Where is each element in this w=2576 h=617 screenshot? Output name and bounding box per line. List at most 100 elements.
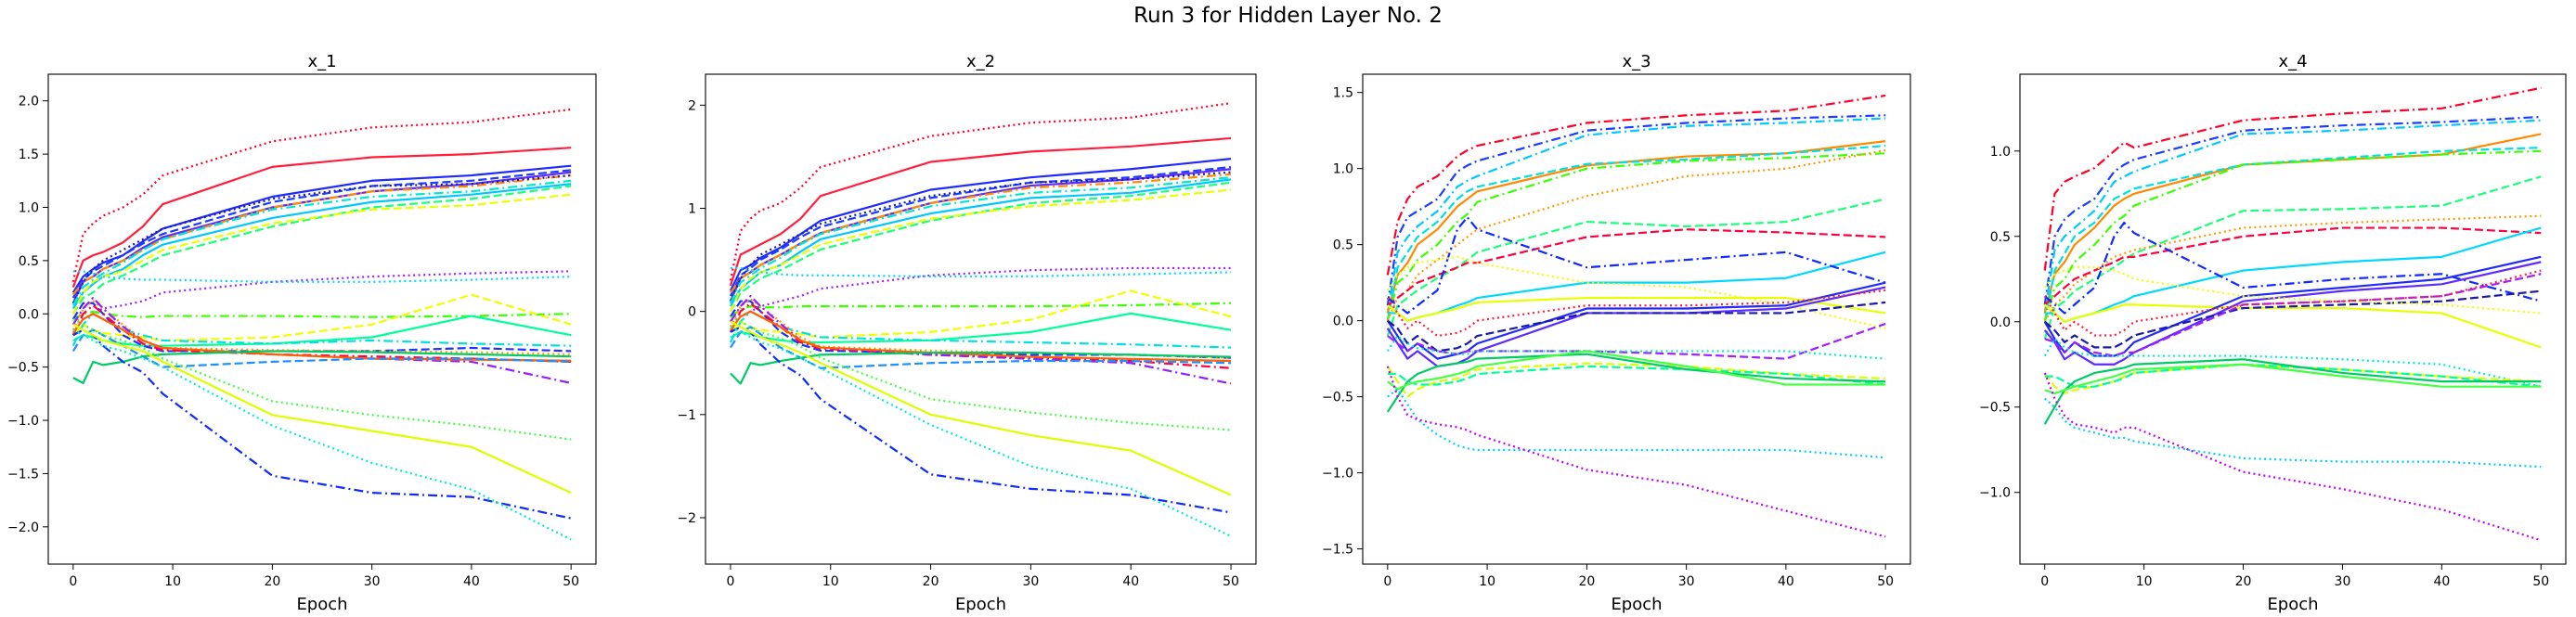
series-line-14: [730, 302, 1232, 318]
series-line-6: [2043, 149, 2542, 323]
x-tick-label: 20: [923, 574, 939, 589]
series-line-7: [729, 171, 1232, 302]
series-line-14: [2043, 261, 2542, 366]
plot-frame: [47, 73, 597, 565]
series-line-10: [71, 185, 572, 315]
x-tick-label: 0: [1383, 574, 1392, 589]
x-axis-label: Epoch: [955, 595, 1006, 614]
y-tick-label: −0.5: [1979, 401, 2011, 416]
x-tick-label: 10: [2136, 574, 2153, 589]
series-line-24: [72, 350, 572, 384]
series-line-11: [729, 188, 1232, 313]
x-tick-label: 50: [563, 574, 579, 589]
series-line-21: [1387, 365, 1886, 386]
series-line-9: [2044, 226, 2542, 306]
series-line-2: [729, 136, 1232, 287]
series-group: [1386, 94, 1886, 538]
x-tick-label: 40: [1778, 574, 1794, 589]
chart-title: x_4: [2278, 52, 2307, 71]
y-tick-label: 0.0: [19, 307, 39, 322]
series-line-22: [1386, 353, 1886, 413]
series-line-6: [71, 174, 572, 296]
y-tick-label: −1.5: [1322, 543, 1353, 558]
series-line-4: [1386, 140, 1886, 314]
y-tick-label: −2.0: [7, 521, 39, 535]
x-tick-label: 50: [1223, 574, 1239, 589]
plot-frame: [705, 73, 1257, 565]
y-tick-label: 0.5: [1333, 238, 1353, 253]
y-tick-label: 2: [688, 98, 696, 113]
series-line-26: [72, 323, 572, 495]
y-tick-label: 1.0: [1990, 145, 2011, 160]
y-tick-label: 1.0: [1333, 162, 1353, 177]
series-line-24: [2044, 397, 2542, 469]
x-tick-label: 50: [1877, 574, 1894, 589]
y-tick-label: 0.0: [1333, 315, 1353, 329]
series-line-14: [72, 310, 572, 320]
series-line-8: [2043, 214, 2542, 323]
series-line-13: [730, 266, 1232, 277]
series-line-7: [2043, 175, 2542, 340]
series-line-17: [71, 313, 572, 347]
series-line-7: [1386, 148, 1886, 322]
series-line-1: [729, 102, 1232, 281]
chart-title: x_1: [307, 52, 336, 71]
x-tick-label: 20: [1578, 574, 1595, 589]
x-tick-label: 10: [822, 574, 839, 589]
x-tick-label: 10: [164, 574, 181, 589]
series-line-17: [2043, 265, 2542, 315]
series-line-15: [72, 293, 572, 342]
series-line-16: [2044, 273, 2542, 357]
y-tick-label: 0.5: [19, 254, 39, 269]
x-tick-label: 50: [2532, 574, 2549, 589]
series-line-20: [729, 302, 1232, 369]
x-axis-label: Epoch: [296, 595, 347, 614]
series-line-25: [2043, 372, 2542, 542]
series-line-19: [2043, 338, 2542, 388]
series-line-19: [71, 300, 572, 355]
series-line-12: [2044, 303, 2542, 349]
series-group: [2043, 86, 2542, 542]
plot-frame: [2019, 73, 2567, 565]
y-tick-label: 0.0: [1990, 315, 2011, 330]
x-tick-label: 30: [2335, 574, 2351, 589]
series-line-13: [72, 270, 572, 283]
series-line-5: [1386, 144, 1886, 321]
x-tick-label: 0: [69, 574, 77, 589]
y-tick-label: −0.5: [7, 361, 39, 376]
series-line-26: [730, 320, 1232, 496]
series-line-7: [71, 174, 572, 304]
x-tick-label: 40: [2433, 574, 2450, 589]
x-tick-label: 40: [463, 574, 480, 589]
series-line-11: [2044, 221, 2542, 315]
x-tick-label: 0: [2040, 574, 2049, 589]
series-line-15: [2044, 289, 2542, 349]
series-line-15: [730, 289, 1232, 339]
series-line-28: [72, 328, 572, 541]
series-line-1: [1386, 94, 1886, 276]
y-tick-label: 0.5: [1990, 230, 2011, 245]
series-line-20: [1386, 362, 1886, 398]
chart-panel-4: 0 10 20 30 40 50 −1.0 −0.5 0.0 0.5 1.0 x_4 Epoch: [1979, 52, 2567, 614]
x-tick-label: 10: [1479, 574, 1495, 589]
series-line-14: [1386, 281, 1886, 360]
series-line-6: [730, 173, 1232, 294]
y-tick-label: 1: [688, 202, 696, 217]
series-line-10: [729, 181, 1232, 313]
series-group: [71, 108, 572, 541]
series-line-2: [1386, 114, 1886, 306]
series-line-17: [729, 310, 1232, 349]
series-line-11: [71, 193, 572, 315]
series-line-16: [72, 315, 572, 347]
series-line-9: [729, 176, 1232, 304]
chart-title: x_3: [1622, 52, 1650, 71]
series-line-25: [1386, 366, 1886, 538]
series-line-16: [730, 312, 1232, 344]
x-tick-label: 30: [1678, 574, 1695, 589]
series-line-22: [2043, 358, 2542, 425]
series-line-1: [2043, 86, 2542, 271]
y-tick-label: 1.5: [19, 148, 39, 162]
series-line-3: [71, 164, 572, 293]
y-tick-label: −1.0: [1979, 486, 2011, 501]
plot-frame: [1362, 73, 1911, 565]
